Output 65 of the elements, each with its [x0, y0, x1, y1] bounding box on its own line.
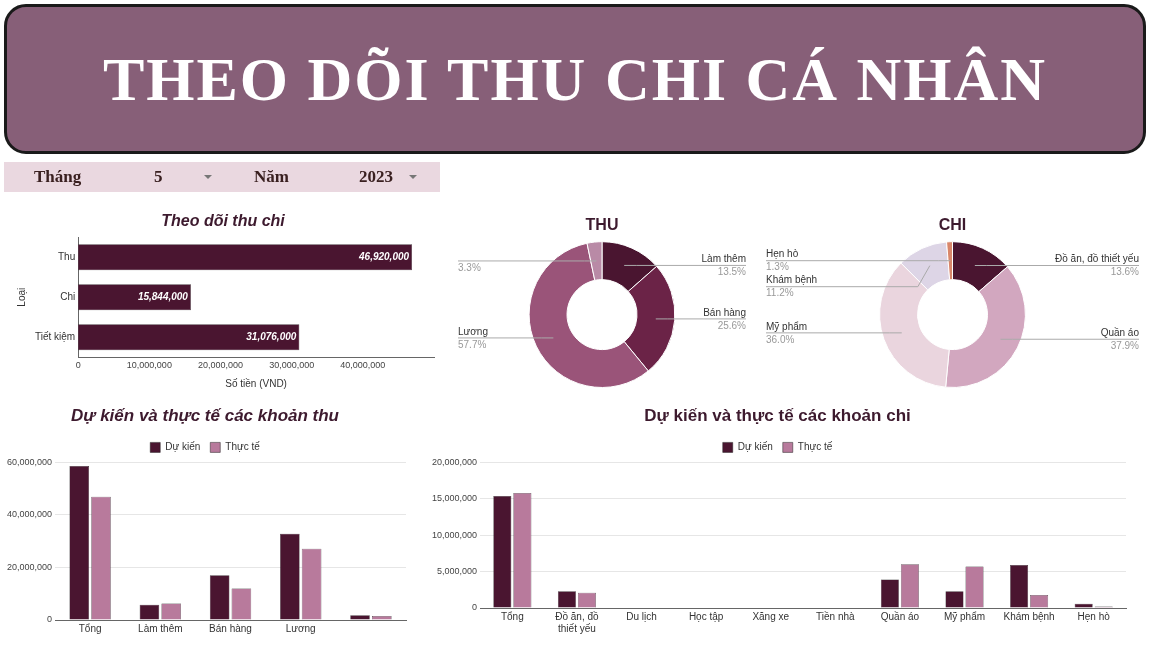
- y-tick-label: Thu: [57, 250, 76, 262]
- data-label: 11.2%: [766, 287, 794, 299]
- y-tick-label: 15,000,000: [432, 493, 478, 504]
- legend-label: Dự kiến: [165, 441, 201, 453]
- chart-title: Dự kiến và thực tế các khoản chi: [644, 405, 911, 425]
- text: THEO DÕI THU CHI CÁ NHÂN: [4, 4, 1146, 154]
- legend-label: Thực tế: [797, 441, 833, 453]
- x-tick-label: Hẹn hò: [1077, 610, 1111, 622]
- y-tick-label: 10,000,000: [432, 529, 478, 540]
- x-tick-label: Lương: [285, 622, 316, 634]
- chart-title: Theo dõi thu chi: [161, 212, 286, 230]
- data-label: 36.0%: [766, 333, 795, 345]
- y-tick-label: 20,000,000: [7, 561, 53, 572]
- y-tick-label: 60,000,000: [7, 456, 53, 467]
- x-tick-label: 30,000,000: [269, 360, 315, 371]
- x-tick-label: 10,000,000: [126, 360, 172, 371]
- x-tick-label: 20,000,000: [197, 360, 244, 371]
- text: 5: [154, 167, 163, 187]
- slice-label: Bán hàng: [703, 306, 746, 318]
- data-label: 1.3%: [766, 261, 789, 273]
- slice-label: Quần áo: [1100, 326, 1140, 338]
- y-tick-label: 0: [472, 602, 478, 613]
- x-tick-label: Tiền nhà: [816, 610, 856, 622]
- slice-label: Mỹ phẩm: [766, 320, 808, 332]
- x-tick-label: Học tập: [688, 610, 724, 622]
- data-label: 31,076,000: [246, 330, 297, 342]
- slice-label: Hẹn hò: [766, 248, 799, 260]
- x-tick-label: Du lịch: [626, 610, 657, 622]
- x-tick-label: Xăng xe: [752, 610, 790, 622]
- x-tick-label: Mỹ phẩm: [943, 610, 986, 622]
- x-tick-label: Khám bệnh: [1003, 610, 1055, 622]
- x-tick-label: Tổng: [78, 622, 102, 634]
- legend-label: Thực tế: [225, 441, 261, 453]
- y-tick-label: Chi: [60, 290, 76, 302]
- y-tick-label: 40,000,000: [7, 509, 53, 520]
- data-label: 13.6%: [1110, 266, 1140, 278]
- x-tick-label: Tổng: [500, 610, 524, 622]
- x-tick-label: Quần áo: [880, 610, 920, 622]
- data-label: 25.6%: [717, 319, 747, 331]
- text: Năm: [254, 167, 289, 187]
- data-label: 15,844,000: [137, 290, 189, 302]
- y-tick-label: 5,000,000: [437, 566, 478, 577]
- chart-title: Dự kiến và thực tế các khoản thu: [70, 405, 340, 425]
- legend-label: Dự kiến: [737, 441, 773, 453]
- slice-label: Đồ ăn, đồ thiết yếu: [1055, 253, 1139, 265]
- x-axis-title: Số tiền (VND): [225, 377, 287, 389]
- data-label: 13.5%: [717, 266, 747, 278]
- x-tick-label: Bán hàng: [209, 622, 252, 634]
- slice-label: Khám bệnh: [766, 274, 818, 286]
- chart-title: THU: [585, 216, 619, 234]
- x-tick-label: Đồ ăn, đồ thiết yếu: [555, 610, 600, 634]
- data-label: 46,920,000: [358, 250, 410, 262]
- slice-label: Lương: [458, 325, 488, 337]
- y-axis-title: Loại: [15, 287, 27, 307]
- y-tick-label: Tiết kiệm: [34, 330, 76, 342]
- data-label: 37.9%: [1110, 339, 1140, 351]
- y-tick-label: 20,000,000: [432, 456, 478, 467]
- text: 2023: [359, 167, 393, 187]
- chart-title: CHI: [938, 216, 967, 234]
- x-tick-label: 40,000,000: [340, 360, 386, 371]
- x-tick-label: Làm thêm: [138, 622, 183, 634]
- slice-label: Làm thêm: [701, 253, 746, 265]
- data-label: 57.7%: [458, 338, 487, 350]
- text: Tháng: [34, 167, 82, 187]
- data-label: 3.3%: [458, 261, 481, 273]
